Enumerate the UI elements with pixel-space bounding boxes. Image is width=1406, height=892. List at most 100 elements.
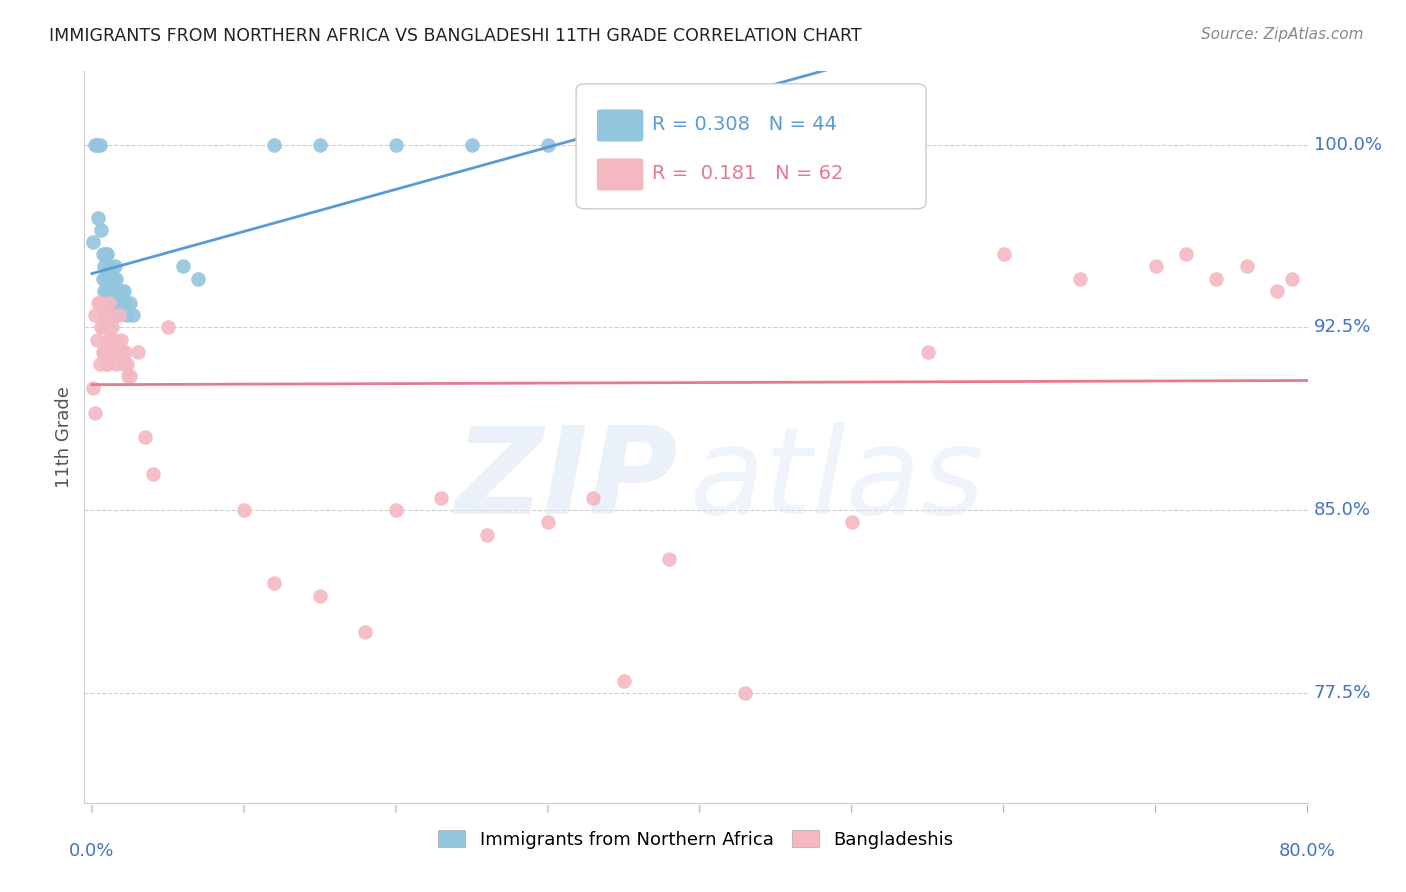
Point (582, 491, 605, 505)
Point (309, 137, 332, 152)
Point (91, 344, 114, 359)
Point (98, 308, 121, 322)
Point (385, 503, 408, 517)
Point (1144, 260, 1167, 274)
Point (613, 137, 636, 152)
Point (115, 357, 138, 371)
Text: R = 0.308   N = 44: R = 0.308 N = 44 (652, 115, 837, 135)
Point (537, 516, 560, 530)
Text: 85.0%: 85.0% (1313, 501, 1371, 519)
Point (105, 271, 128, 285)
Point (1236, 260, 1258, 274)
Point (134, 430, 156, 444)
Point (118, 296, 141, 310)
Point (309, 589, 332, 603)
Point (97, 260, 120, 274)
Point (90, 320, 112, 334)
Text: ZIP: ZIP (454, 423, 678, 540)
Point (87, 296, 110, 310)
Point (118, 369, 141, 384)
Point (461, 137, 484, 152)
Point (103, 344, 125, 359)
Point (96, 247, 118, 261)
Y-axis label: 11th Grade: 11th Grade (55, 386, 73, 488)
Point (841, 516, 863, 530)
Point (84, 308, 107, 322)
Point (142, 467, 165, 481)
Point (93, 308, 115, 322)
Point (100, 271, 122, 285)
Text: 77.5%: 77.5% (1313, 684, 1371, 702)
Point (93, 344, 115, 359)
Legend: Immigrants from Northern Africa, Bangladeshis: Immigrants from Northern Africa, Banglad… (432, 823, 960, 856)
Point (89, 296, 111, 310)
Point (263, 137, 285, 152)
Point (108, 284, 131, 298)
Text: 0.0%: 0.0% (69, 842, 115, 860)
Point (105, 308, 128, 322)
Point (97, 296, 120, 310)
Point (89, 137, 111, 152)
FancyBboxPatch shape (576, 84, 927, 209)
Point (90, 223, 112, 237)
Text: IMMIGRANTS FROM NORTHERN AFRICA VS BANGLADESHI 11TH GRADE CORRELATION CHART: IMMIGRANTS FROM NORTHERN AFRICA VS BANGL… (49, 27, 862, 45)
Point (96, 284, 118, 298)
Point (98, 308, 121, 322)
Point (104, 296, 127, 310)
Point (1069, 271, 1091, 285)
Point (689, 137, 711, 152)
Point (430, 491, 453, 505)
Point (86, 137, 108, 152)
Point (263, 576, 285, 591)
Point (103, 271, 125, 285)
Point (114, 296, 136, 310)
Point (94, 247, 117, 261)
Point (127, 344, 149, 359)
Point (187, 271, 209, 285)
Point (86, 333, 108, 347)
Point (112, 357, 135, 371)
Point (112, 284, 135, 298)
Point (94, 271, 117, 285)
Point (232, 503, 254, 517)
Text: 80.0%: 80.0% (1279, 842, 1336, 860)
Point (98, 333, 121, 347)
Point (87, 211, 110, 225)
Point (1175, 247, 1198, 261)
Point (91, 271, 114, 285)
Point (100, 344, 122, 359)
Point (354, 625, 377, 640)
Point (93, 260, 115, 274)
Point (103, 308, 125, 322)
Point (110, 284, 132, 298)
Point (91, 247, 114, 261)
Point (475, 527, 498, 541)
Point (90, 296, 112, 310)
Point (156, 320, 179, 334)
Point (100, 296, 122, 310)
Point (94, 308, 117, 322)
Point (97, 333, 120, 347)
Point (172, 260, 194, 274)
Text: 92.5%: 92.5% (1313, 318, 1371, 336)
Point (734, 686, 756, 700)
Text: atlas: atlas (690, 423, 986, 540)
Point (917, 344, 939, 359)
Text: Source: ZipAtlas.com: Source: ZipAtlas.com (1201, 27, 1364, 42)
Text: R =  0.181   N = 62: R = 0.181 N = 62 (652, 164, 844, 183)
Point (993, 247, 1015, 261)
Point (107, 284, 129, 298)
Point (115, 308, 138, 322)
Point (117, 369, 139, 384)
Point (658, 552, 681, 566)
Point (1265, 284, 1288, 298)
Point (107, 344, 129, 359)
Point (97, 296, 120, 310)
Point (82, 235, 104, 249)
Point (122, 308, 145, 322)
Point (114, 344, 136, 359)
Point (100, 320, 122, 334)
Point (385, 137, 408, 152)
Point (93, 284, 115, 298)
Point (98, 271, 121, 285)
